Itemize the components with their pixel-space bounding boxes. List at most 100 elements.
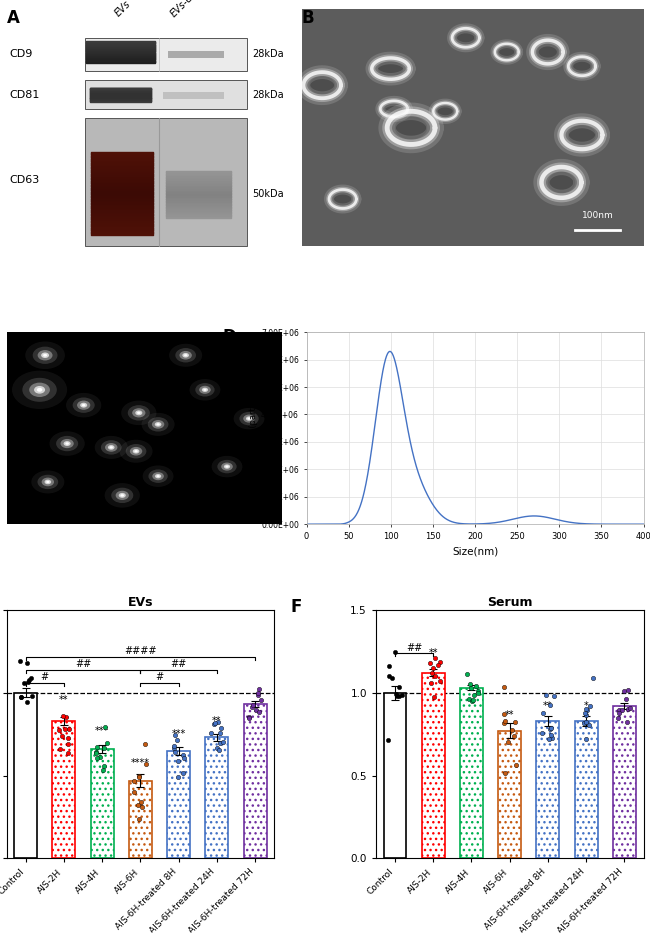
- Circle shape: [142, 466, 174, 487]
- Circle shape: [155, 422, 161, 426]
- Point: [169, 738, 179, 753]
- Point: [383, 732, 393, 747]
- Point: [499, 716, 510, 731]
- Circle shape: [66, 442, 69, 445]
- Circle shape: [80, 403, 87, 408]
- Point: [214, 725, 225, 740]
- Circle shape: [42, 478, 54, 486]
- Circle shape: [119, 493, 126, 498]
- Text: 28kDa: 28kDa: [253, 49, 284, 60]
- Circle shape: [49, 431, 84, 456]
- Circle shape: [157, 475, 160, 478]
- Bar: [244, 704, 266, 858]
- Bar: [422, 673, 445, 858]
- Point: [430, 651, 440, 666]
- Point: [23, 675, 34, 689]
- Circle shape: [203, 389, 207, 391]
- Point: [136, 794, 147, 809]
- Point: [499, 679, 509, 694]
- Circle shape: [157, 424, 160, 425]
- Point: [254, 681, 264, 696]
- Point: [248, 698, 258, 713]
- Point: [536, 726, 547, 741]
- Point: [463, 691, 474, 706]
- Circle shape: [142, 412, 175, 436]
- Point: [395, 679, 405, 694]
- Point: [59, 721, 70, 736]
- Point: [19, 675, 29, 690]
- Polygon shape: [378, 62, 403, 76]
- Text: **: **: [212, 717, 222, 726]
- Circle shape: [137, 411, 140, 414]
- Point: [92, 750, 103, 765]
- Y-axis label: Concentration (particles / ml): Concentration (particles / ml): [250, 367, 258, 490]
- Point: [500, 714, 510, 729]
- Circle shape: [111, 488, 133, 503]
- Point: [23, 673, 34, 688]
- Circle shape: [82, 404, 85, 407]
- Polygon shape: [334, 193, 352, 205]
- Circle shape: [217, 460, 237, 473]
- Circle shape: [31, 470, 64, 494]
- Text: CD63: CD63: [9, 175, 40, 185]
- Point: [63, 745, 73, 760]
- Point: [91, 745, 101, 759]
- Point: [16, 690, 26, 705]
- Point: [387, 670, 397, 685]
- Circle shape: [226, 466, 229, 467]
- Point: [244, 711, 254, 726]
- Point: [622, 715, 632, 730]
- FancyBboxPatch shape: [84, 118, 247, 246]
- Point: [426, 665, 437, 680]
- Point: [384, 669, 394, 684]
- Point: [218, 734, 228, 749]
- Circle shape: [120, 439, 153, 463]
- Point: [209, 717, 219, 731]
- Circle shape: [179, 351, 192, 359]
- Point: [172, 732, 182, 747]
- Point: [206, 725, 216, 740]
- Point: [584, 717, 594, 732]
- Point: [581, 703, 592, 717]
- Point: [213, 715, 224, 730]
- Point: [614, 703, 624, 717]
- Circle shape: [184, 355, 187, 356]
- Text: B: B: [302, 9, 315, 27]
- Point: [428, 689, 439, 704]
- Polygon shape: [538, 44, 558, 60]
- Point: [502, 735, 513, 750]
- Point: [27, 688, 37, 703]
- Point: [14, 654, 25, 669]
- Circle shape: [233, 408, 265, 429]
- Circle shape: [202, 388, 208, 392]
- Text: ***: ***: [172, 730, 186, 740]
- Point: [473, 683, 483, 698]
- Point: [216, 721, 226, 736]
- Bar: [384, 693, 406, 858]
- Point: [169, 741, 179, 756]
- Title: EVs: EVs: [127, 596, 153, 609]
- Circle shape: [101, 440, 122, 454]
- Circle shape: [183, 353, 189, 357]
- Point: [98, 763, 109, 778]
- Point: [92, 740, 102, 755]
- Circle shape: [239, 411, 259, 425]
- Point: [177, 747, 188, 762]
- FancyBboxPatch shape: [84, 80, 247, 109]
- Text: ****: ****: [131, 758, 150, 768]
- Circle shape: [12, 370, 67, 409]
- Circle shape: [130, 447, 142, 455]
- Point: [58, 708, 68, 723]
- Point: [101, 736, 112, 751]
- Circle shape: [38, 350, 53, 360]
- Point: [389, 645, 400, 660]
- Circle shape: [105, 483, 140, 508]
- Bar: [90, 749, 114, 858]
- Polygon shape: [549, 173, 575, 192]
- Polygon shape: [457, 32, 474, 44]
- Point: [623, 683, 633, 698]
- Polygon shape: [437, 105, 453, 117]
- Circle shape: [152, 420, 164, 428]
- Point: [252, 685, 263, 700]
- Text: #: #: [41, 673, 49, 682]
